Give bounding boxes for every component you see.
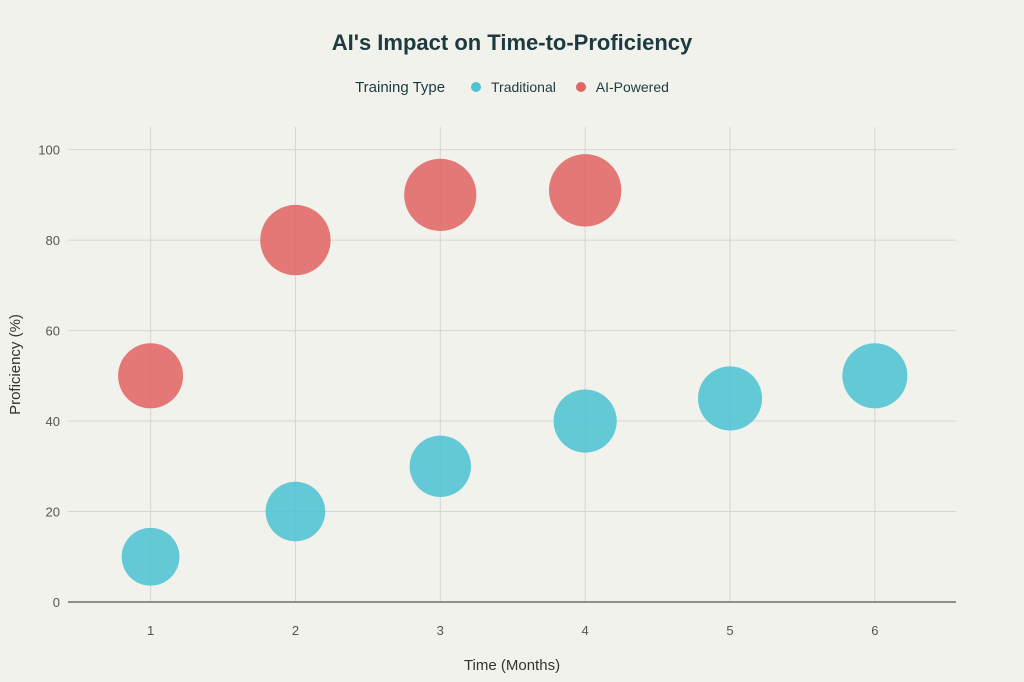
bubble-traditional[interactable] (121, 527, 180, 586)
y-tick-label: 60 (46, 324, 60, 339)
bubble-traditional[interactable] (553, 389, 617, 453)
bubble-traditional[interactable] (265, 481, 326, 542)
y-tick-label: 0 (53, 595, 60, 610)
legend-label-traditional[interactable]: Traditional (491, 79, 556, 96)
y-tick-label: 40 (46, 414, 60, 429)
bubble-ai-powered[interactable] (548, 154, 622, 227)
x-axis-label: Time (Months) (464, 657, 560, 674)
y-tick-label: 20 (46, 505, 60, 520)
x-tick-label: 3 (437, 623, 444, 638)
legend-label-ai-powered[interactable]: AI-Powered (595, 79, 669, 96)
bubble-traditional[interactable] (409, 435, 471, 497)
chart-title: AI's Impact on Time-to-Proficiency (331, 30, 693, 55)
x-tick-label: 6 (871, 623, 878, 638)
legend-marker-traditional[interactable] (471, 82, 482, 93)
legend-marker-ai-powered[interactable] (575, 82, 586, 93)
x-tick-label: 4 (582, 623, 589, 638)
y-tick-label: 80 (46, 233, 60, 248)
bubble-traditional[interactable] (697, 366, 763, 431)
x-tick-label: 2 (292, 623, 299, 638)
y-axis-label: Proficiency (%) (7, 314, 24, 415)
bubble-ai-powered[interactable] (404, 158, 477, 231)
x-tick-label: 1 (147, 623, 154, 638)
bubble-ai-powered[interactable] (118, 343, 184, 409)
y-tick-label: 100 (38, 143, 60, 158)
bubble-ai-powered[interactable] (260, 204, 331, 276)
legend-title: Training Type (355, 78, 446, 96)
bubble-traditional[interactable] (842, 343, 908, 409)
legend: Training Type Traditional AI-Powered (0, 78, 1024, 96)
x-tick-label: 5 (726, 623, 733, 638)
